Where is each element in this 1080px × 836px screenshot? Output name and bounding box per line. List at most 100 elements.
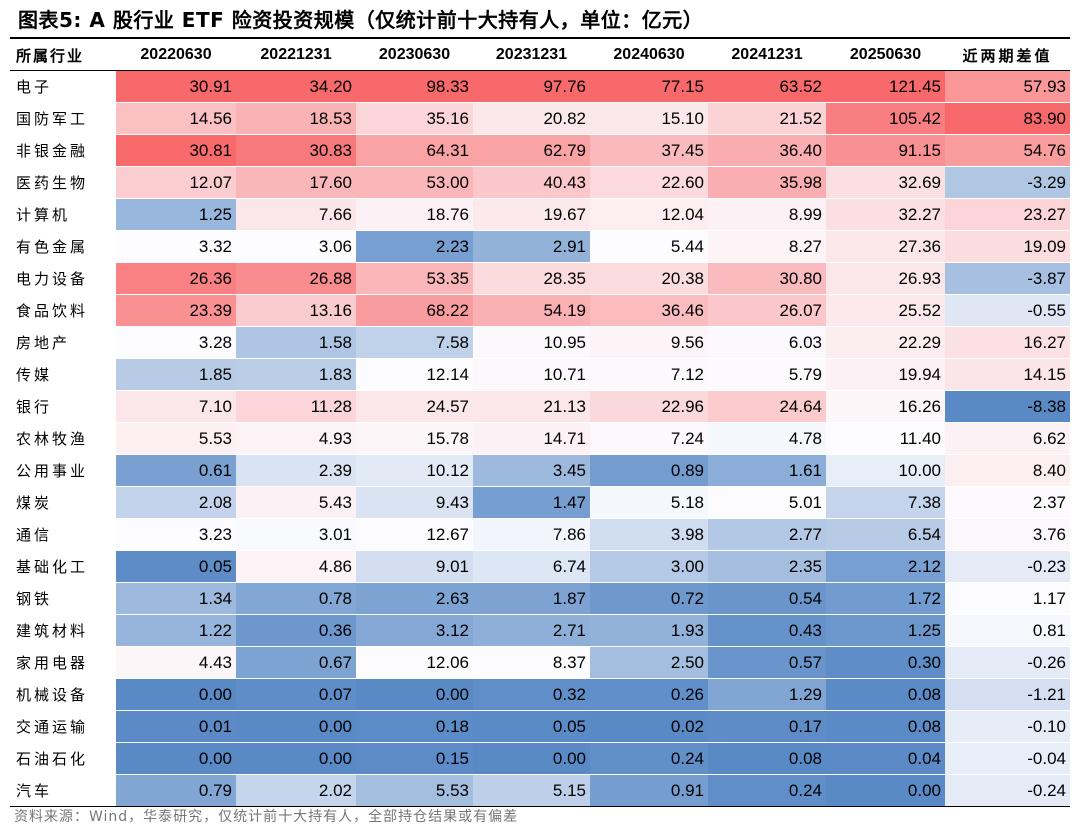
value-cell: 1.29: [708, 678, 826, 711]
table-row: 汽车 0.79 2.02 5.53 5.15 0.91 0.24 0.00 -0.24: [10, 774, 1070, 807]
value-cell: 2.08: [116, 486, 236, 519]
value-cell: 26.88: [236, 262, 356, 295]
table-row: 计算机 1.25 7.66 18.76 19.67 12.04 8.99 32.27 23.27: [10, 198, 1070, 231]
table-row: 公用事业 0.61 2.39 10.12 3.45 0.89 1.61 10.00 8.40: [10, 454, 1070, 487]
value-cell: 23.39: [116, 294, 236, 327]
value-cell: 7.10: [116, 390, 236, 423]
header-period: 20250630: [826, 40, 945, 71]
value-cell: 26.36: [116, 262, 236, 295]
value-cell: 2.91: [473, 230, 590, 263]
value-cell: 11.28: [236, 390, 356, 423]
value-cell: 24.57: [356, 390, 473, 423]
value-cell: 3.06: [236, 230, 356, 263]
table-row: 机械设备 0.00 0.07 0.00 0.32 0.26 1.29 0.08 -1.21: [10, 678, 1070, 711]
value-cell: 7.86: [473, 518, 590, 551]
value-cell: 3.76: [945, 518, 1070, 551]
industry-cell: 基础化工: [10, 550, 116, 583]
value-cell: 20.38: [590, 262, 708, 295]
value-cell: 20.82: [473, 102, 590, 135]
value-cell: 12.14: [356, 358, 473, 391]
value-cell: 0.72: [590, 582, 708, 615]
value-cell: -0.24: [945, 774, 1070, 807]
top-rule: [10, 37, 1070, 39]
table-row: 石油石化 0.00 0.00 0.15 0.00 0.24 0.08 0.04 -0.04: [10, 742, 1070, 775]
value-cell: 2.23: [356, 230, 473, 263]
header-period: 20230630: [356, 40, 473, 71]
value-cell: 63.52: [708, 70, 826, 103]
value-cell: 0.18: [356, 710, 473, 743]
value-cell: 7.12: [590, 358, 708, 391]
value-cell: 0.17: [708, 710, 826, 743]
value-cell: -0.04: [945, 742, 1070, 775]
value-cell: 62.79: [473, 134, 590, 167]
industry-cell: 传媒: [10, 358, 116, 391]
value-cell: 0.89: [590, 454, 708, 487]
value-cell: 0.57: [708, 646, 826, 679]
value-cell: 14.56: [116, 102, 236, 135]
value-cell: 2.37: [945, 486, 1070, 519]
header-period: 20240630: [590, 40, 708, 71]
value-cell: 14.15: [945, 358, 1070, 391]
value-cell: 15.78: [356, 422, 473, 455]
value-cell: 98.33: [356, 70, 473, 103]
value-cell: 0.79: [116, 774, 236, 807]
value-cell: 1.25: [826, 614, 945, 647]
value-cell: 5.18: [590, 486, 708, 519]
value-cell: 1.25: [116, 198, 236, 231]
value-cell: 26.07: [708, 294, 826, 327]
value-cell: 30.81: [116, 134, 236, 167]
value-cell: 1.47: [473, 486, 590, 519]
value-cell: 0.81: [945, 614, 1070, 647]
industry-cell: 电力设备: [10, 262, 116, 295]
value-cell: 3.45: [473, 454, 590, 487]
value-cell: 1.85: [116, 358, 236, 391]
value-cell: 37.45: [590, 134, 708, 167]
value-cell: 22.29: [826, 326, 945, 359]
value-cell: 7.24: [590, 422, 708, 455]
value-cell: 0.00: [236, 710, 356, 743]
value-cell: 2.77: [708, 518, 826, 551]
value-cell: 12.67: [356, 518, 473, 551]
value-cell: 0.01: [116, 710, 236, 743]
value-cell: 35.16: [356, 102, 473, 135]
value-cell: -1.21: [945, 678, 1070, 711]
value-cell: 0.00: [236, 742, 356, 775]
table-row: 非银金融 30.81 30.83 64.31 62.79 37.45 36.40 91.15 5…: [10, 134, 1070, 167]
industry-cell: 石油石化: [10, 742, 116, 775]
value-cell: 19.67: [473, 198, 590, 231]
table-row: 基础化工 0.05 4.86 9.01 6.74 3.00 2.35 2.12 -0.23: [10, 550, 1070, 583]
value-cell: 0.54: [708, 582, 826, 615]
value-cell: 16.27: [945, 326, 1070, 359]
value-cell: 1.22: [116, 614, 236, 647]
value-cell: 1.61: [708, 454, 826, 487]
industry-cell: 有色金属: [10, 230, 116, 263]
value-cell: -3.87: [945, 262, 1070, 295]
table-row: 通信 3.23 3.01 12.67 7.86 3.98 2.77 6.54 3.76: [10, 518, 1070, 551]
header-diff: 近两期差值: [945, 40, 1070, 71]
value-cell: 32.27: [826, 198, 945, 231]
industry-cell: 交通运输: [10, 710, 116, 743]
value-cell: 0.32: [473, 678, 590, 711]
value-cell: 105.42: [826, 102, 945, 135]
value-cell: 16.26: [826, 390, 945, 423]
value-cell: 0.00: [356, 678, 473, 711]
value-cell: 11.40: [826, 422, 945, 455]
value-cell: 30.80: [708, 262, 826, 295]
value-cell: 4.93: [236, 422, 356, 455]
value-cell: 0.08: [708, 742, 826, 775]
value-cell: 18.76: [356, 198, 473, 231]
value-cell: 13.16: [236, 294, 356, 327]
value-cell: 25.52: [826, 294, 945, 327]
value-cell: 15.10: [590, 102, 708, 135]
value-cell: 7.66: [236, 198, 356, 231]
value-cell: 2.02: [236, 774, 356, 807]
value-cell: -0.23: [945, 550, 1070, 583]
value-cell: 6.62: [945, 422, 1070, 455]
value-cell: 0.61: [116, 454, 236, 487]
industry-cell: 公用事业: [10, 454, 116, 487]
value-cell: 8.37: [473, 646, 590, 679]
value-cell: 7.38: [826, 486, 945, 519]
value-cell: 19.94: [826, 358, 945, 391]
value-cell: 3.28: [116, 326, 236, 359]
value-cell: 12.04: [590, 198, 708, 231]
